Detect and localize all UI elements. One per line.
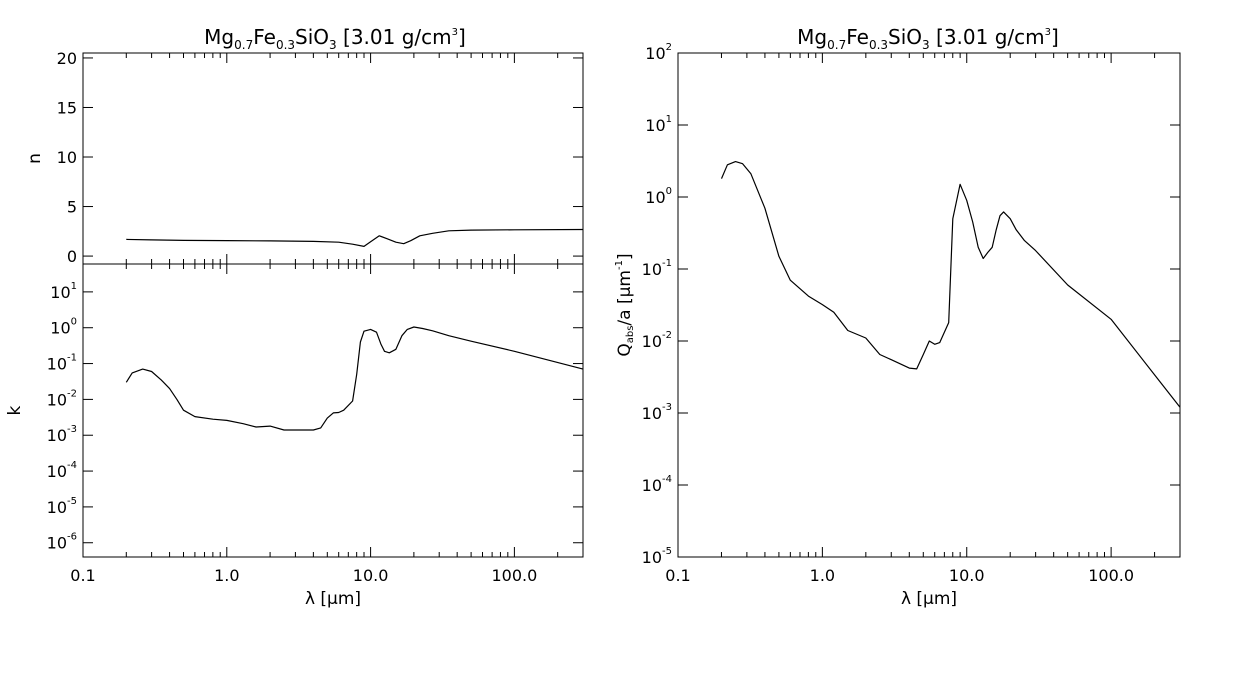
y-tick-label: 10-2	[47, 388, 77, 409]
y-axis-label: n	[25, 153, 45, 164]
n-panel: 0 5 10 15 20 n	[25, 49, 584, 266]
y-tick-label: 15	[57, 98, 77, 117]
y-tick-label: 10-6	[47, 532, 77, 553]
y-axis-label: Qabs/a [μm-1]	[614, 253, 636, 356]
y-tick-label: 101	[645, 114, 672, 135]
y-tick-label: 10-5	[47, 496, 77, 517]
plot-frame	[677, 52, 1181, 558]
plot-frame	[82, 52, 584, 265]
y-tick-label: 5	[67, 198, 77, 217]
y-tick-label: 100	[50, 317, 77, 338]
left-chart-title: Mg0.7Fe0.3SiO3 [3.01 g/cm3]	[204, 25, 466, 52]
y-tick-label: 100	[645, 186, 672, 207]
k-panel: 0.1 1.0 10.0 100.0 10-6 10-5 10-4 10-3 10-2 10-1 1…	[5, 263, 584, 609]
y-tick-label: 10-4	[642, 474, 672, 495]
y-tick-label: 10-4	[47, 460, 77, 481]
x-tick-label: 0.1	[70, 566, 95, 585]
y-tick-label: 10-3	[47, 424, 77, 445]
y-tick-label: 10-3	[642, 402, 672, 423]
plot-frame	[82, 263, 584, 558]
x-tick-label: 1.0	[214, 566, 239, 585]
y-tick-label: 0	[67, 247, 77, 266]
data-line-1	[720, 161, 1181, 408]
y-tick-label: 102	[645, 42, 672, 63]
x-axis-label: λ [μm]	[901, 589, 957, 609]
y-tick-label: 10	[57, 148, 77, 167]
x-tick-label: 1.0	[810, 566, 835, 585]
y-tick-label: 101	[50, 281, 77, 302]
y-tick-label: 10-1	[47, 353, 77, 374]
y-axis-label: k	[5, 405, 25, 415]
y-tick-label: 10-2	[642, 330, 672, 351]
y-tick-label: 20	[57, 49, 77, 68]
right-chart-title: Mg0.7Fe0.3SiO3 [3.01 g/cm3]	[797, 25, 1059, 52]
x-axis-label: λ [μm]	[305, 589, 361, 609]
qabs-panel: 0.1 1.0 10.0 100.0 10-5 10-4 10-3 10-2 10-1 100 10…	[614, 42, 1181, 609]
y-tick-label: 10-5	[642, 546, 672, 567]
x-tick-label: 100.0	[1088, 566, 1134, 585]
data-line-1	[125, 326, 584, 431]
x-tick-label: 0.1	[665, 566, 690, 585]
x-tick-label: 10.0	[353, 566, 389, 585]
data-line-1	[126, 228, 584, 247]
x-tick-label: 10.0	[949, 566, 985, 585]
x-tick-label: 100.0	[491, 566, 537, 585]
y-tick-label: 10-1	[642, 258, 672, 279]
